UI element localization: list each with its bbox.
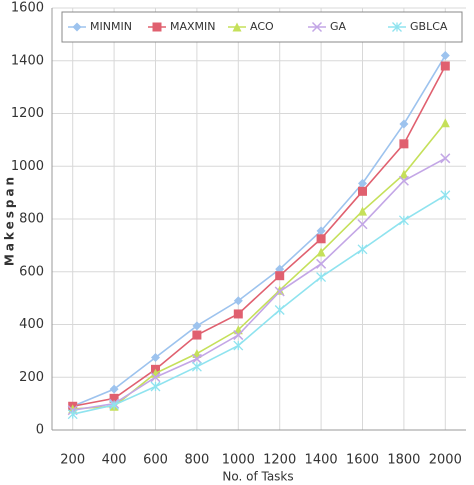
x-axis-label: No. of Tasks (222, 470, 293, 484)
y-tick-label: 400 (19, 317, 44, 332)
legend-label: MAXMIN (170, 20, 216, 33)
marker (191, 361, 202, 372)
marker (191, 353, 202, 364)
marker (109, 399, 120, 410)
x-tick-label: 600 (143, 453, 168, 468)
marker (192, 321, 202, 331)
marker (152, 22, 162, 32)
x-tick-label: 1200 (263, 453, 296, 468)
x-tick-label: 200 (60, 453, 85, 468)
legend-label: GBLCA (410, 20, 448, 33)
marker (275, 271, 285, 281)
marker (192, 330, 202, 340)
series-line (72, 55, 446, 408)
marker (316, 226, 326, 236)
y-tick-label: 1600 (11, 1, 44, 16)
y-tick-label: 800 (19, 212, 44, 227)
x-tick-label: 1800 (387, 453, 420, 468)
marker (399, 169, 409, 179)
marker (398, 215, 409, 226)
marker (440, 153, 451, 164)
marker (398, 175, 409, 186)
marker (358, 206, 367, 216)
y-tick-label: 600 (19, 264, 44, 279)
marker (151, 352, 160, 362)
legend-label: MINMIN (90, 20, 132, 33)
marker (399, 119, 409, 129)
marker (232, 22, 242, 32)
marker (150, 381, 161, 392)
marker (440, 61, 450, 71)
marker (316, 247, 326, 257)
marker (311, 21, 323, 33)
marker (357, 219, 368, 230)
marker (316, 272, 327, 282)
series-line (72, 157, 446, 412)
marker (316, 234, 326, 244)
marker (109, 384, 119, 394)
y-axis-label: Makespan (3, 174, 17, 266)
marker (274, 305, 285, 315)
y-tick-label: 0 (36, 423, 44, 438)
marker (72, 22, 82, 32)
legend-label: ACO (250, 20, 274, 33)
y-tick-label: 1200 (11, 106, 44, 121)
marker (233, 296, 243, 306)
series-line (72, 122, 446, 410)
marker (440, 118, 450, 128)
marker (399, 139, 409, 149)
marker (358, 178, 367, 188)
y-tick-label: 1000 (11, 159, 44, 174)
series-line (72, 194, 446, 415)
marker (67, 409, 78, 420)
x-tick-label: 800 (184, 453, 209, 468)
marker (233, 330, 244, 341)
marker (233, 309, 243, 319)
marker (275, 285, 285, 295)
marker (150, 372, 161, 383)
x-tick-label: 1600 (346, 453, 379, 468)
y-tick-label: 1400 (11, 53, 44, 68)
marker (440, 190, 451, 201)
x-tick-label: 1000 (222, 453, 255, 468)
y-tick-label: 200 (19, 370, 44, 385)
marker (358, 186, 367, 196)
marker (316, 258, 327, 269)
x-tick-label: 2000 (429, 453, 462, 468)
legend-label: GA (330, 20, 347, 33)
x-tick-label: 400 (102, 453, 127, 468)
marker (440, 50, 450, 60)
marker (392, 22, 402, 32)
marker (274, 286, 285, 297)
series-line (72, 65, 447, 408)
marker (109, 393, 119, 403)
marker (233, 340, 244, 351)
marker (357, 244, 368, 255)
x-tick-label: 1400 (305, 453, 338, 468)
